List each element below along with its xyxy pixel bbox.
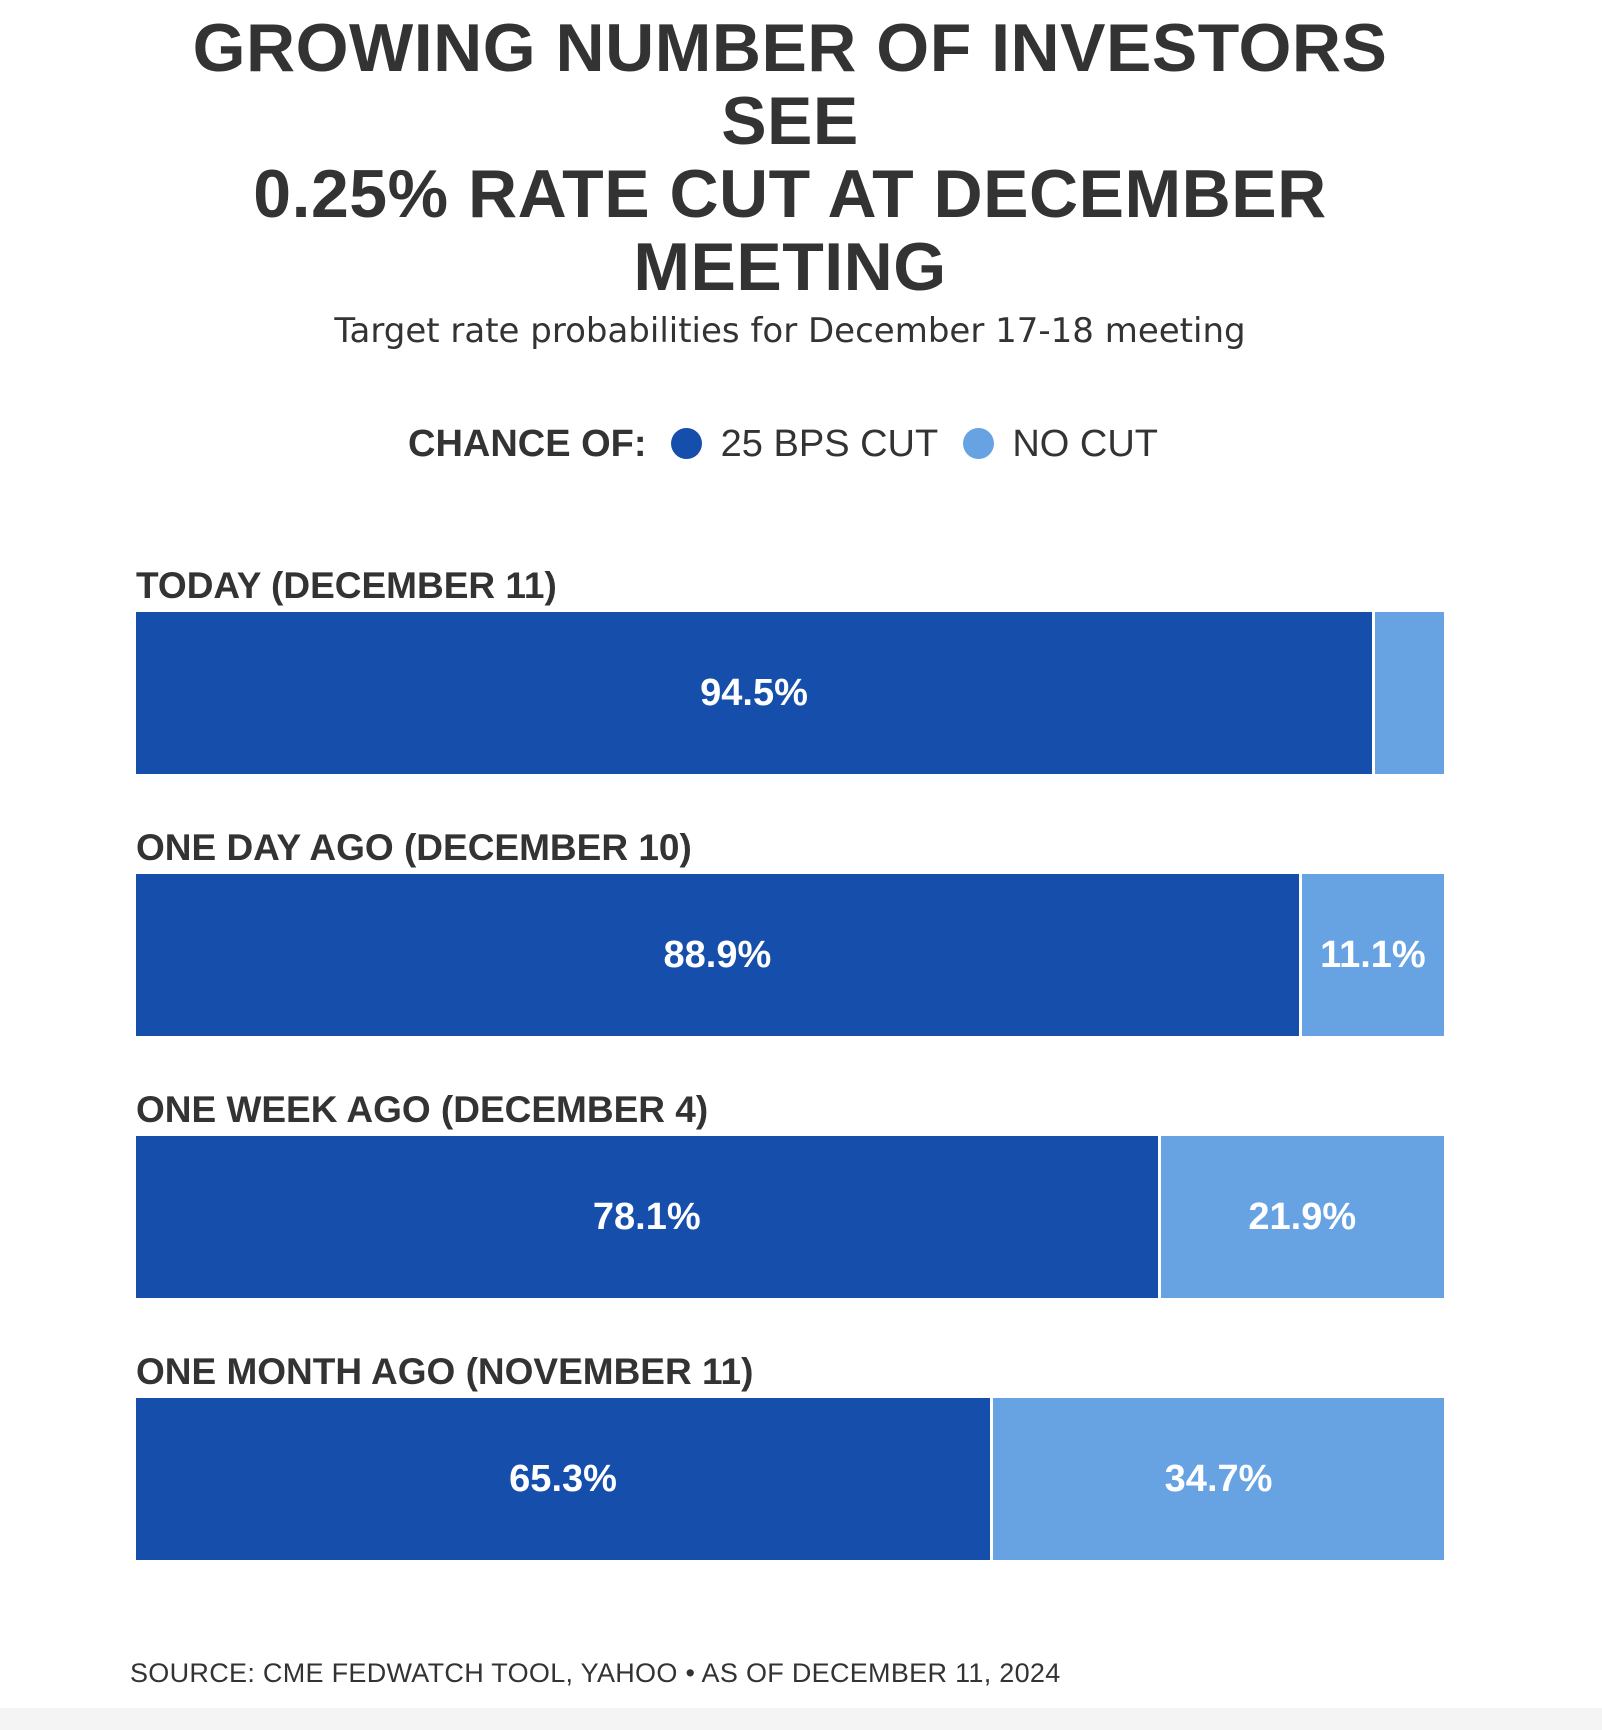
data-label: 78.1% (592, 1195, 701, 1238)
chart-subtitle: Target rate probabilities for December 1… (334, 311, 1246, 351)
legend-swatch-no-cut-icon (962, 428, 994, 459)
bar-segment-no-cut: 11.1% (1298, 874, 1444, 1036)
legend-prefix: CHANCE OF: (408, 423, 647, 465)
legend-item-25-bps-cut: 25 BPS CUT (671, 420, 938, 468)
data-label: 34.7% (1164, 1457, 1273, 1500)
title-line-2: SEE (721, 83, 859, 159)
data-label: 94.5% (700, 671, 808, 714)
chart-title: GROWING NUMBER OF INVESTORS SEE 0.25% RA… (0, 12, 1580, 304)
stacked-bar: 65.3% 34.7% (136, 1398, 1444, 1560)
legend-item-no-cut: NO CUT (962, 420, 1158, 468)
bar-segment-25-bps-cut: 78.1% (136, 1136, 1158, 1298)
stacked-bar: 94.5% (136, 612, 1444, 774)
stacked-bar: 78.1% 21.9% (136, 1136, 1444, 1298)
stacked-bar: 88.9% 11.1% (136, 874, 1444, 1036)
bottom-band (0, 1708, 1602, 1730)
legend-swatch-25-bps-cut-icon (671, 428, 703, 459)
title-line-4: MEETING (633, 229, 947, 305)
bar-segment-no-cut: 34.7% (990, 1398, 1444, 1560)
data-label: 65.3% (509, 1457, 617, 1500)
legend-label-25-bps-cut: 25 BPS CUT (720, 423, 939, 465)
source-note: SOURCE: CME FEDWATCH TOOL, YAHOO • AS OF… (130, 1658, 1061, 1688)
data-label: 21.9% (1248, 1195, 1357, 1238)
category-label: ONE MONTH AGO (NOVEMBER 11) (136, 1351, 754, 1392)
bar-segment-25-bps-cut: 94.5% (136, 612, 1373, 774)
data-label: 11.1% (1320, 933, 1426, 976)
bar-segment-no-cut (1372, 612, 1444, 774)
title-line-3: 0.25% RATE CUT AT DECEMBER (253, 156, 1327, 232)
title-line-1: GROWING NUMBER OF INVESTORS (192, 10, 1388, 86)
legend: CHANCE OF: 25 BPS CUT NO CUT (0, 420, 1580, 468)
bar-segment-25-bps-cut: 88.9% (136, 874, 1299, 1036)
category-label: ONE WEEK AGO (DECEMBER 4) (136, 1089, 709, 1130)
data-label: 88.9% (663, 933, 772, 976)
category-label: ONE DAY AGO (DECEMBER 10) (136, 827, 692, 868)
bar-segment-25-bps-cut: 65.3% (136, 1398, 991, 1560)
category-label: TODAY (DECEMBER 11) (136, 565, 557, 606)
legend-label-no-cut: NO CUT (1012, 423, 1158, 465)
bar-segment-no-cut: 21.9% (1157, 1136, 1444, 1298)
